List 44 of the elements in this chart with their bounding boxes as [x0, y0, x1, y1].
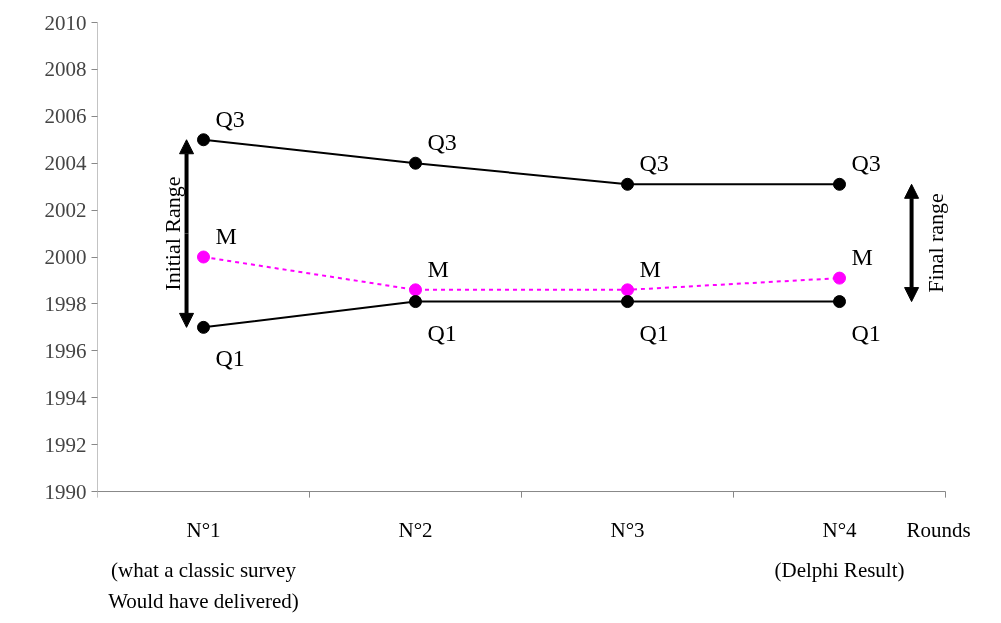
- point: [197, 250, 210, 264]
- x-tick-label: N°1: [186, 517, 221, 542]
- y-tick-label: 2006: [44, 104, 87, 129]
- point: [409, 283, 422, 297]
- text: M: [427, 255, 449, 282]
- annotation: Initial Range: [160, 176, 186, 291]
- text: Q1: [427, 319, 457, 346]
- y-tick-label: 2004: [44, 151, 87, 176]
- y-tick-label: 2008: [44, 57, 87, 82]
- text: Q1: [851, 319, 881, 346]
- text: Q3: [427, 129, 457, 156]
- series-label: Q3: [639, 150, 669, 177]
- x-axis-title: Rounds: [906, 517, 971, 542]
- text: M: [851, 244, 873, 271]
- y-tick-label: 1996: [44, 338, 87, 363]
- text: Q3: [215, 105, 245, 132]
- series-label: M: [639, 255, 661, 282]
- y-tick-label: 2000: [44, 245, 87, 270]
- y-tick-label: 1990: [44, 479, 87, 504]
- text: (what a classic survey Would have delivered): [108, 557, 299, 613]
- x-tick-label: N°2: [398, 517, 433, 542]
- y-tick-label: 2002: [44, 198, 87, 223]
- annotation: Final range: [923, 193, 949, 293]
- y-tick-label: 2010: [44, 10, 87, 35]
- x-tick-label: N°4: [822, 517, 858, 542]
- text: (Delphi Result): [774, 557, 905, 582]
- point: [621, 177, 634, 191]
- text: Q1: [639, 319, 669, 346]
- point: [197, 320, 210, 334]
- series-label: Q1: [215, 345, 245, 372]
- y-tick-label: 1992: [44, 432, 87, 457]
- text: Q3: [851, 150, 881, 177]
- point: [833, 295, 846, 309]
- point: [409, 295, 422, 309]
- x-tick-label: N°3: [610, 517, 645, 542]
- point: [197, 133, 210, 147]
- y-tick-label: 1994: [44, 385, 87, 410]
- point: [833, 271, 846, 285]
- point: [621, 283, 634, 297]
- point: [833, 177, 846, 191]
- point: [409, 156, 422, 170]
- text: M: [215, 223, 237, 250]
- y-tick-label: 1998: [44, 291, 87, 316]
- point: [621, 295, 634, 309]
